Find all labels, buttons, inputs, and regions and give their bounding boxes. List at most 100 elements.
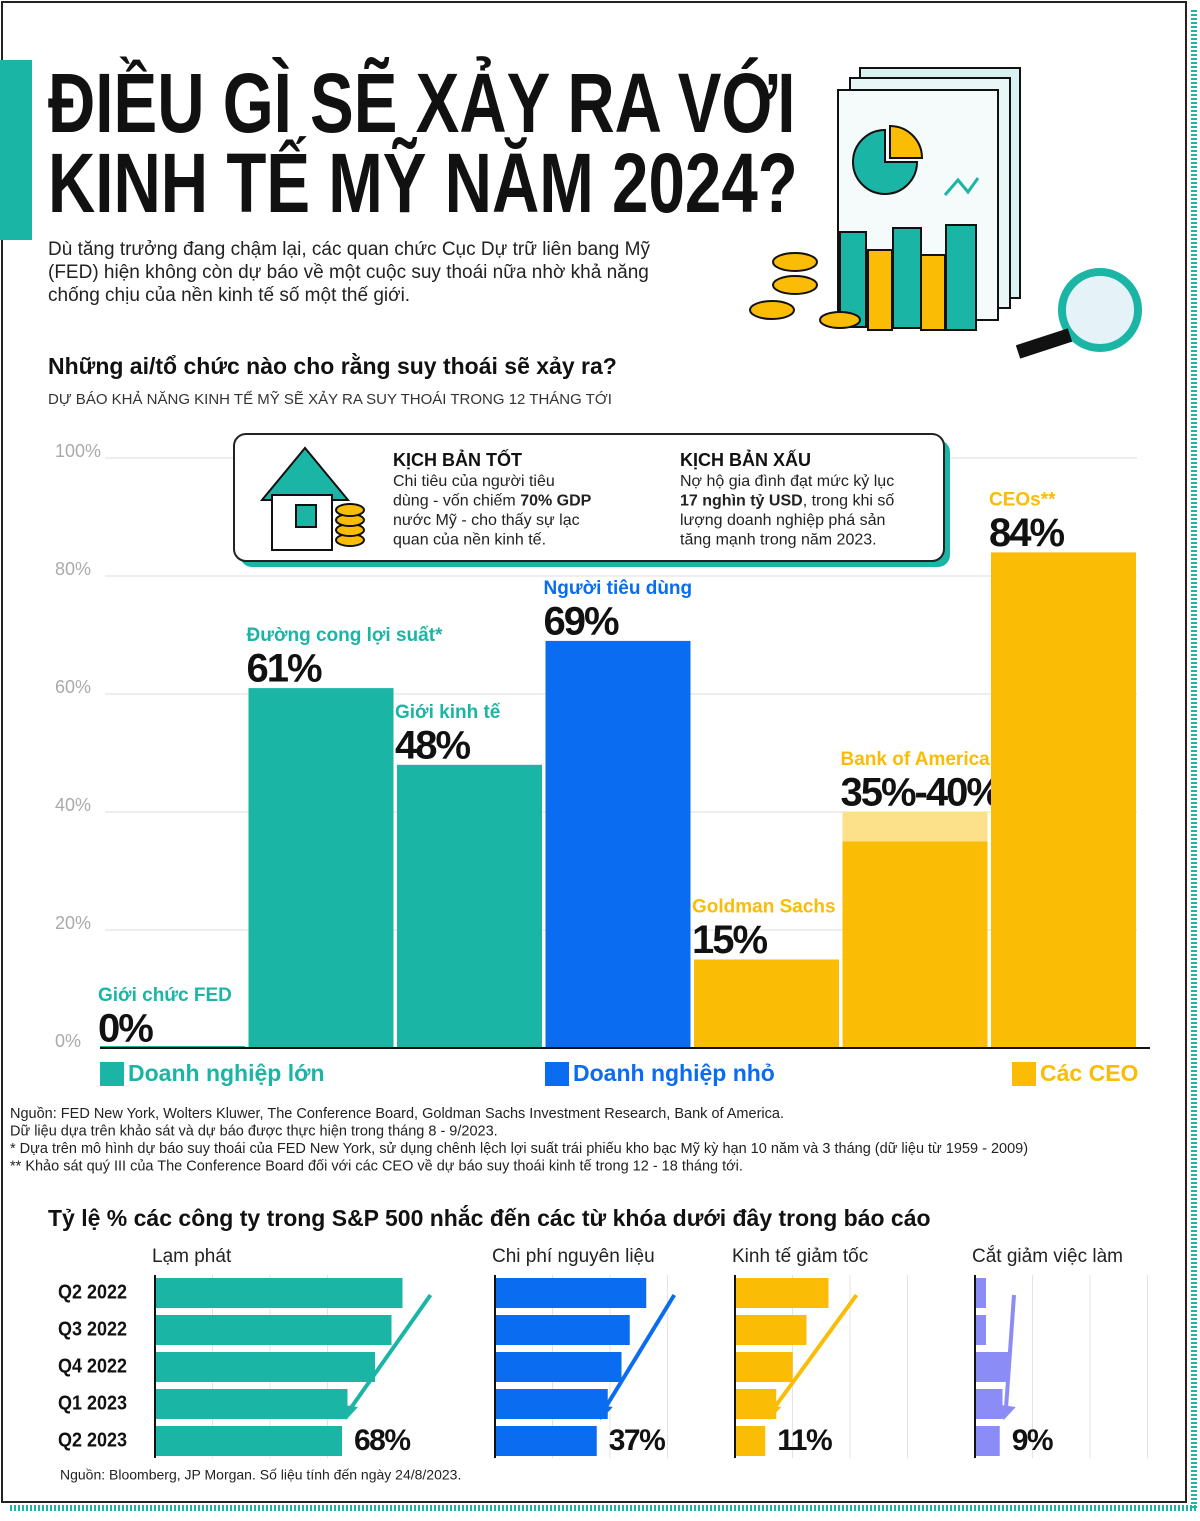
bar [495, 1278, 647, 1308]
legend-label: Doanh nghiệp nhỏ [573, 1060, 775, 1086]
value-label: 37% [609, 1424, 665, 1457]
y-tick-label: 40% [55, 795, 91, 815]
bar [842, 841, 988, 1048]
notes: Nguồn: FED New York, Wolters Kluwer, The… [10, 1106, 1028, 1175]
legend: Doanh nghiệp lớn Doanh nghiệp nhỏ Các CEO [100, 1060, 1138, 1086]
bar [694, 959, 839, 1048]
legend-label: Các CEO [1040, 1060, 1138, 1086]
chart-title: Tỷ lệ % các công ty trong S&P 500 nhắc đ… [48, 1204, 931, 1231]
panel-title: Chi phí nguyên liệu [492, 1246, 655, 1267]
panel-title: Kinh tế giảm tốc [732, 1246, 868, 1267]
value-label: 11% [777, 1424, 832, 1457]
value-label: 68% [354, 1424, 410, 1457]
bar [735, 1352, 793, 1382]
bar-range [842, 812, 988, 842]
callout-line: Nợ hộ gia đình đạt mức kỷ lục [680, 473, 894, 490]
bar [495, 1352, 622, 1382]
callout-line: lượng doanh nghiệp phá sản [680, 512, 885, 529]
category-label: Bank of America [841, 749, 991, 770]
row-label: Q1 2023 [58, 1392, 127, 1414]
trend-arrowhead [993, 1404, 1016, 1420]
bar [397, 764, 542, 1048]
callout-span: tăng mạnh trong năm 2023. [680, 532, 877, 549]
row-label: Q2 2023 [58, 1429, 127, 1451]
y-tick-label: 80% [55, 559, 91, 579]
bar [735, 1426, 766, 1456]
illustration [749, 67, 1142, 359]
title-line: KINH TẾ MỸ NĂM 2024? [48, 136, 798, 230]
bar [991, 552, 1136, 1048]
y-tick-label: 60% [55, 677, 91, 697]
title-line: ĐIỀU GÌ SẼ XẢY RA VỚI [48, 56, 795, 150]
bar [975, 1278, 986, 1308]
bar [975, 1426, 1000, 1456]
bar [155, 1352, 375, 1382]
callout: KỊCH BẢN TỐT KỊCH BẢN XẤU Chi tiêu của n… [233, 433, 950, 567]
small-multiples: Q2 2022 Q3 2022 Q4 2022 Q1 2023 Q2 2023 Lạm p… [58, 1245, 1148, 1458]
callout-span: quan của nền kinh tế. [393, 532, 546, 549]
y-tick-label: 20% [55, 913, 91, 933]
house-icon [259, 446, 365, 551]
trend-arrow [769, 1293, 859, 1414]
intro: chống chịu của nền kinh tế số một thế gi… [48, 285, 410, 306]
source: Nguồn: Bloomberg, JP Morgan. Số liệu tín… [60, 1467, 461, 1483]
category-label: Goldman Sachs [692, 897, 836, 918]
panel-title: Cắt giảm việc làm [972, 1245, 1123, 1267]
row-label: Q4 2022 [58, 1355, 127, 1377]
bar [495, 1426, 597, 1456]
row-label: Q2 2022 [58, 1281, 127, 1303]
callout-line: nước Mỹ - cho thấy sự lạc [393, 512, 580, 529]
value-label: 61% [247, 647, 322, 691]
bar [735, 1315, 807, 1345]
row-label: Q3 2022 [58, 1318, 127, 1340]
value-label: 9% [1012, 1424, 1053, 1457]
callout-title: KỊCH BẢN XẤU [680, 449, 811, 470]
bar [155, 1426, 342, 1456]
callout-line: dùng - vốn chiếm 70% GDP [393, 493, 592, 510]
category-label: Giới chức FED [98, 985, 232, 1006]
value-label: 84% [989, 511, 1064, 555]
trend-arrow [601, 1293, 676, 1414]
trend-arrowhead [336, 1404, 358, 1420]
value-label: 0% [98, 1007, 153, 1051]
note: * Dựa trên mô hình dự báo suy thoái của … [10, 1141, 1028, 1157]
callout-span: 70% GDP [520, 493, 591, 510]
bar [155, 1389, 348, 1419]
bar [248, 688, 394, 1048]
callout-text: Chi tiêu của người tiêu dùng - vốn chiếm … [393, 473, 894, 549]
y-tick-label: 0% [55, 1031, 81, 1051]
accent-bar [0, 60, 32, 240]
category-label: CEOs** [989, 489, 1056, 510]
callout-span: Chi tiêu của người tiêu [393, 473, 555, 490]
panel-title: Lạm phát [152, 1246, 232, 1267]
value-label: 15% [692, 918, 767, 962]
trend-arrow [346, 1293, 433, 1414]
callout-span: Nợ hộ gia đình đạt mức kỷ lục [680, 473, 894, 490]
callout-line: quan của nền kinh tế. [393, 532, 546, 549]
trend-arrowhead [759, 1404, 782, 1420]
bar [975, 1315, 986, 1345]
callout-span: , trong khi số [803, 493, 895, 510]
intro: Dù tăng trưởng đang chậm lại, các quan c… [48, 239, 650, 260]
legend-label: Doanh nghiệp lớn [128, 1060, 325, 1086]
legend-swatch [545, 1062, 569, 1086]
callout-line: Chi tiêu của người tiêu [393, 473, 555, 490]
bar [545, 640, 691, 1048]
category-label: Giới kinh tế [395, 702, 501, 723]
category-label: Đường cong lợi suất* [247, 625, 444, 646]
legend-swatch [100, 1062, 124, 1086]
note: Dữ liệu dựa trên khảo sát và dự báo được… [10, 1123, 498, 1139]
bar [975, 1389, 1003, 1419]
category-label: Người tiêu dùng [544, 578, 693, 599]
bar [495, 1315, 630, 1345]
callout-box [233, 433, 945, 562]
value-label: 35%-40% [841, 771, 1002, 815]
callout-span: nước Mỹ - cho thấy sự lạc [393, 512, 580, 529]
note: Nguồn: FED New York, Wolters Kluwer, The… [10, 1106, 784, 1122]
value-label: 48% [395, 723, 470, 767]
note: ** Khảo sát quý III của The Conference B… [10, 1158, 743, 1174]
chart-title: Những ai/tổ chức nào cho rằng suy thoái … [48, 352, 617, 379]
bar [975, 1352, 1008, 1382]
